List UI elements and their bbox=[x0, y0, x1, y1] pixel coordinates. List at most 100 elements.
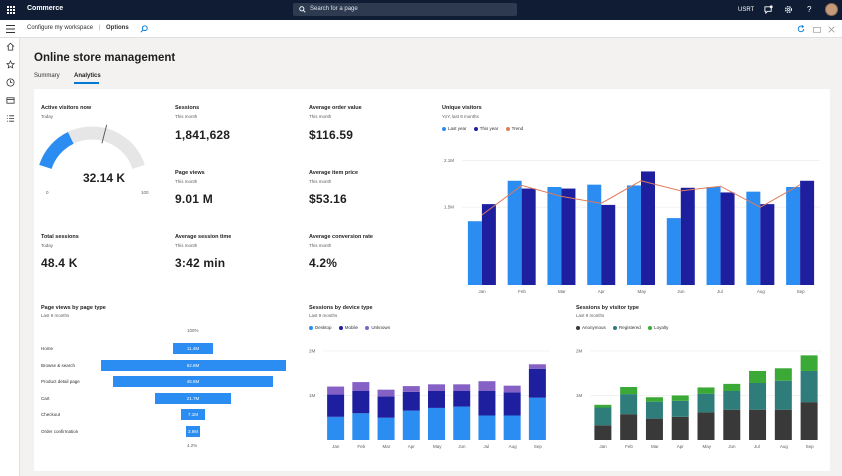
bar-this-year bbox=[800, 180, 815, 285]
kpi-title: Sessions bbox=[175, 105, 200, 111]
bar-segment-unknown bbox=[528, 364, 546, 369]
bar-segment-mobile bbox=[327, 394, 345, 417]
kpi-subtitle: This month bbox=[309, 243, 332, 248]
home-icon[interactable] bbox=[6, 42, 15, 51]
bar-segment-registered bbox=[749, 382, 767, 410]
gauge-fill bbox=[39, 131, 74, 170]
legend-item[interactable]: Desktop bbox=[309, 325, 332, 330]
tab-selected-indicator bbox=[74, 82, 99, 84]
y-tick-label: 2.1M bbox=[444, 158, 454, 163]
favorites-star-icon[interactable] bbox=[6, 60, 15, 69]
search-box[interactable]: Search for a page bbox=[293, 3, 517, 16]
x-tick-label: Sep bbox=[797, 289, 806, 294]
funnel-bar[interactable]: 45.5M bbox=[112, 376, 273, 387]
bar-segment-mobile bbox=[453, 391, 471, 407]
tab-analytics[interactable]: Analytics bbox=[74, 73, 101, 79]
kpi-value: $116.59 bbox=[309, 128, 354, 142]
bar-segment-registered bbox=[800, 370, 818, 403]
funnel-bar[interactable]: 52.6M bbox=[100, 359, 286, 371]
legend-item[interactable]: Mobile bbox=[338, 325, 358, 330]
help-icon[interactable]: ? bbox=[807, 5, 812, 14]
chart-title: Sessions by device type bbox=[309, 305, 373, 311]
bar-segment-registered bbox=[594, 407, 612, 426]
breadcrumb-workspace[interactable]: Configure my workspace bbox=[27, 25, 94, 31]
app-launcher-icon[interactable] bbox=[7, 6, 15, 14]
chart-title: Sessions by visitor type bbox=[576, 305, 639, 311]
company-picker[interactable]: USRT bbox=[738, 7, 755, 13]
legend-item[interactable]: Registered bbox=[613, 325, 641, 330]
bar-segment-anonymous bbox=[594, 425, 612, 440]
kpi-subtitle: This month bbox=[175, 179, 198, 184]
bar-this-year bbox=[601, 204, 616, 285]
x-tick-label: May bbox=[433, 444, 442, 449]
chart-subtitle: Last 9 months bbox=[576, 313, 605, 318]
funnel-bar[interactable]: 7.1M bbox=[180, 409, 206, 420]
breadcrumb-options[interactable]: Options bbox=[106, 25, 129, 31]
avatar[interactable] bbox=[825, 3, 838, 16]
legend-item[interactable]: Loyalty bbox=[648, 325, 668, 330]
bar-segment-desktop bbox=[352, 413, 370, 440]
y-tick-label: 1M bbox=[576, 393, 583, 398]
open-in-new-window-icon[interactable] bbox=[813, 26, 821, 33]
bar-segment-desktop bbox=[428, 407, 445, 440]
legend-item[interactable]: Unknown bbox=[365, 325, 390, 330]
bar-segment-unknown bbox=[402, 386, 420, 392]
gauge-target-marker bbox=[101, 124, 108, 144]
bar-segment-mobile bbox=[478, 391, 496, 416]
settings-gear-icon[interactable] bbox=[784, 5, 793, 14]
x-tick-label: May bbox=[703, 444, 712, 449]
x-tick-label: Sep bbox=[534, 444, 543, 449]
bar-last-year bbox=[786, 187, 801, 285]
app-name[interactable]: Commerce bbox=[27, 5, 64, 12]
bar-last-year bbox=[627, 185, 641, 285]
hamburger-menu-icon[interactable] bbox=[6, 25, 15, 33]
sessions-by-visitor-chart: 2M 1M Jan Feb Mar Apr May Jun Jul Aug Sep bbox=[576, 348, 822, 449]
funnel-bar[interactable]: 21.7M bbox=[154, 392, 232, 404]
modules-list-icon[interactable] bbox=[6, 114, 15, 123]
funnel-bar[interactable]: 11.4M bbox=[172, 343, 214, 354]
bar-last-year bbox=[587, 184, 602, 285]
legend-item[interactable]: Trend bbox=[505, 126, 523, 131]
recent-clock-icon[interactable] bbox=[6, 78, 15, 87]
funnel-stage-label: Browse & search bbox=[41, 362, 76, 368]
bar-segment-anonymous bbox=[671, 416, 689, 440]
workspaces-icon[interactable] bbox=[6, 96, 15, 105]
kpi-value: 48.4 K bbox=[41, 256, 78, 270]
bar-this-year bbox=[720, 192, 735, 285]
chart-title: Page views by page type bbox=[41, 305, 106, 311]
notifications-icon[interactable] bbox=[764, 5, 773, 14]
funnel-bar[interactable]: 3.9M bbox=[186, 425, 200, 437]
bar-this-year bbox=[680, 187, 695, 285]
legend-item[interactable]: Anonymous bbox=[576, 325, 606, 330]
kpi-value: $53.16 bbox=[309, 192, 347, 206]
funnel-bottom-label: 4.2% bbox=[187, 443, 198, 448]
kpi-subtitle: This month bbox=[175, 114, 198, 119]
x-tick-label: Jun bbox=[728, 444, 736, 449]
y-tick-label: 2M bbox=[309, 348, 316, 353]
search-icon[interactable] bbox=[140, 25, 148, 33]
funnel-top-label: 100% bbox=[187, 328, 199, 333]
bar-segment-mobile bbox=[377, 396, 395, 418]
x-tick-label: Jan bbox=[478, 289, 486, 294]
bar-segment-desktop bbox=[327, 416, 345, 440]
chart-legend: Last year This year Trend bbox=[442, 126, 529, 131]
x-tick-label: Mar bbox=[651, 444, 659, 449]
bar-segment-loyalty bbox=[749, 370, 767, 383]
legend-item[interactable]: This year bbox=[473, 126, 498, 131]
close-icon[interactable] bbox=[828, 26, 835, 33]
kpi-title: Page views bbox=[175, 170, 205, 176]
refresh-icon[interactable] bbox=[797, 25, 805, 33]
bar-segment-anonymous bbox=[800, 402, 818, 440]
kpi-value: 9.01 M bbox=[175, 192, 213, 206]
x-tick-label: Jul bbox=[717, 289, 723, 294]
bar-this-year bbox=[521, 188, 536, 285]
bar-segment-registered bbox=[620, 394, 638, 415]
bar-this-year bbox=[641, 171, 655, 285]
y-tick-label: 2M bbox=[576, 348, 583, 353]
kpi-subtitle: Today bbox=[41, 243, 54, 248]
bar-this-year bbox=[481, 204, 496, 285]
active-visitors-gauge: 60 32.14 K 0 100 bbox=[39, 124, 149, 195]
legend-item[interactable]: Last year bbox=[442, 126, 467, 131]
tab-summary[interactable]: Summary bbox=[34, 73, 60, 79]
bar-segment-unknown bbox=[503, 385, 521, 393]
